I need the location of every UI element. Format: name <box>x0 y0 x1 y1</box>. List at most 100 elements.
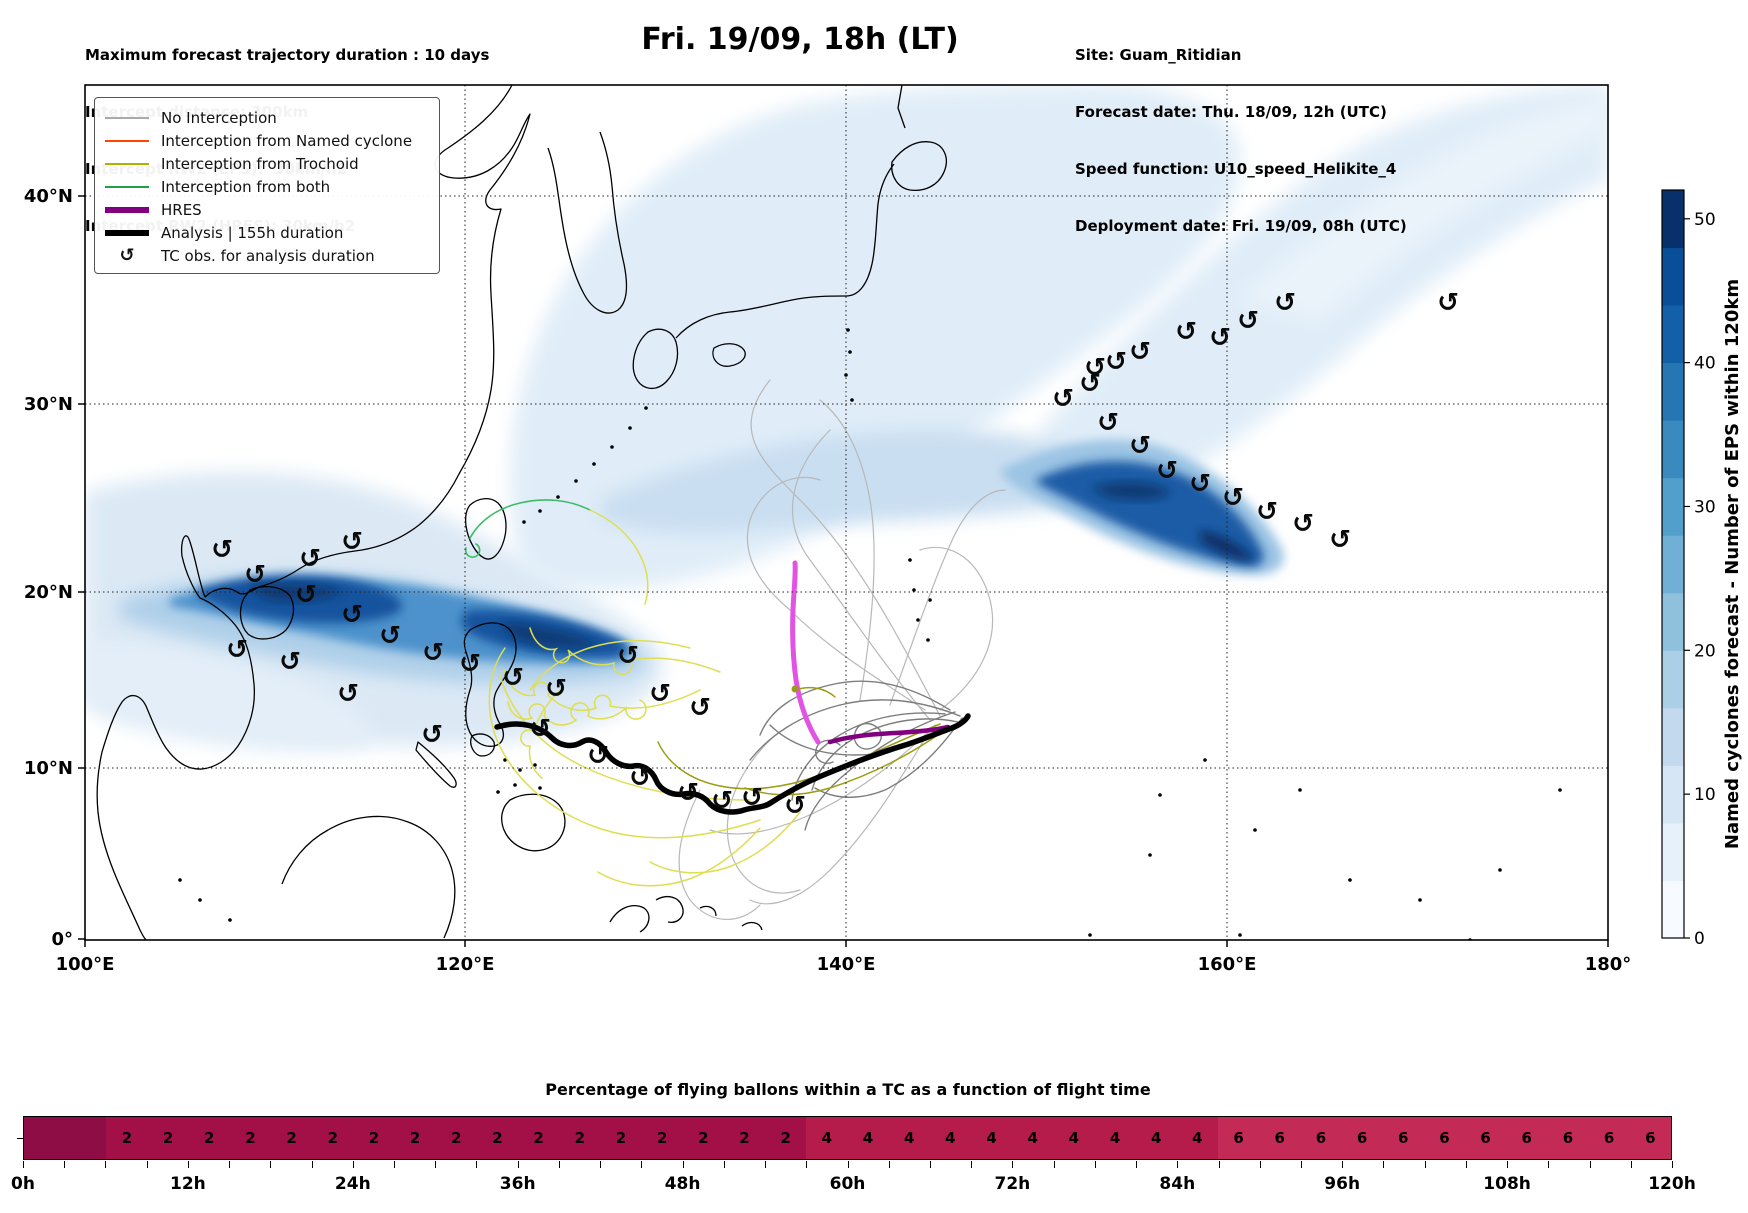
coastline <box>239 585 295 640</box>
islet-dot <box>198 898 202 902</box>
strip-cell: 6 <box>1341 1117 1383 1159</box>
strip-x-tick-label: 36h <box>499 1174 536 1194</box>
strip-chart-title: Percentage of flying ballons within a TC… <box>545 1080 1151 1099</box>
tc-obs-icon: ↺ <box>629 763 651 793</box>
colorbar-swatch <box>1662 247 1684 306</box>
strip-x-tick <box>1383 1161 1385 1168</box>
strip-x-tick <box>352 1161 354 1168</box>
tc-obs-icon: ↺ <box>1292 509 1314 539</box>
colorbar-swatch <box>1662 880 1684 939</box>
trajectory <box>529 639 691 691</box>
tc-obs-icon: ↺ <box>1329 525 1351 555</box>
strip-cell: 2 <box>147 1117 189 1159</box>
coastline <box>501 793 566 852</box>
x-tick-label: 100°E <box>56 954 115 975</box>
colorbar-tick-label: 10 <box>1694 785 1716 805</box>
strip-x-tick-label: 24h <box>334 1174 371 1194</box>
trajectory <box>529 627 721 676</box>
tc-obs-icon: ↺ <box>211 535 233 565</box>
strip-x-tick <box>1465 1161 1467 1168</box>
strip-cell: 2 <box>188 1117 230 1159</box>
strip-cell: 2 <box>723 1117 766 1159</box>
coastline <box>891 141 947 192</box>
islet-dot <box>178 878 182 882</box>
strip-x-tick <box>682 1161 684 1168</box>
colorbar-tick-label: 0 <box>1694 929 1705 949</box>
trajectory <box>597 827 761 887</box>
legend-label: TC obs. for analysis duration <box>161 246 375 265</box>
strip-x-tick <box>1589 1161 1591 1168</box>
legend-line-orange <box>105 139 149 142</box>
colorbar-swatch <box>1662 190 1684 249</box>
map-layers: ↺ ↺↺↺↺↺↺↺ ↺ ↺ ↺↺↺ ↺↺ ↺↺↺ ↺↺↺ ↺ ↺ ↺ ↺↺ ↺↺ ↺ ↺↺ ↺↺↺ ↺↺↺↺ ↺ ↺… <box>85 85 1608 940</box>
strip-x-tick <box>270 1161 272 1168</box>
islet-dot <box>592 462 596 466</box>
islet-dot <box>912 588 916 592</box>
strip-x-tick <box>1012 1161 1014 1168</box>
strip-cell <box>24 1117 66 1159</box>
strip-cell: 4 <box>1135 1117 1177 1159</box>
tc-obs-icon: ↺ <box>1237 306 1259 336</box>
strip-cell: 2 <box>229 1117 272 1159</box>
param-line: Maximum forecast trajectory duration : 1… <box>85 46 490 64</box>
strip-x-tick-label: 120h <box>1648 1174 1696 1194</box>
tc-obs-icon: ↺ <box>617 641 639 671</box>
coastline <box>632 328 679 389</box>
tc-obs-icon: ↺ <box>459 649 481 679</box>
strip-x-tick-label: 60h <box>829 1174 866 1194</box>
colorbar-frame <box>1661 189 1685 939</box>
strip-cell: 2 <box>559 1117 601 1159</box>
strip-cell: 2 <box>682 1117 724 1159</box>
colorbar-swatch <box>1662 650 1684 709</box>
islet-dot <box>846 328 850 332</box>
strip-x-tick-label: 96h <box>1324 1174 1361 1194</box>
strip-x-tick <box>847 1161 849 1168</box>
colorbar-swatch <box>1662 592 1684 651</box>
strip-x-tick <box>1300 1161 1302 1168</box>
strip-cell: 6 <box>1465 1117 1507 1159</box>
trajectory <box>790 560 821 745</box>
islet-dot <box>538 509 542 513</box>
coastline <box>655 895 684 923</box>
eps-density-plume <box>85 640 373 752</box>
islet-dot <box>503 758 507 762</box>
strip-x-tick <box>1424 1161 1426 1168</box>
strip-x-tick <box>1094 1161 1096 1168</box>
legend-label: Analysis | 155h duration <box>161 223 344 242</box>
legend-line-purple <box>105 206 149 213</box>
strip-x-tick <box>23 1161 24 1168</box>
strip-x-tick <box>558 1161 560 1168</box>
strip-x-tick <box>1507 1161 1509 1168</box>
coastline <box>712 343 746 367</box>
strip-cell: 6 <box>1259 1117 1301 1159</box>
colorbar-swatch <box>1662 420 1684 479</box>
eps-density-plume <box>600 430 1104 534</box>
coastline <box>470 733 496 757</box>
site-info-block: Site: Guam_Ritidian Forecast date: Thu. … <box>1075 8 1407 274</box>
legend-label: Interception from both <box>161 177 331 196</box>
strip-cell: 4 <box>929 1117 971 1159</box>
coastline <box>547 131 628 314</box>
strip-cell: 4 <box>1094 1117 1136 1159</box>
trajectory <box>494 713 971 815</box>
strip-cell: 6 <box>1629 1117 1671 1159</box>
strip-x-tick <box>971 1161 973 1168</box>
legend-item-trochoid: Interception from Trochoid <box>105 152 429 175</box>
strip-x-tick <box>517 1161 519 1168</box>
strip-cell: 2 <box>106 1117 148 1159</box>
strip-cell: 4 <box>1012 1117 1054 1159</box>
strip-x-tick <box>1218 1161 1220 1168</box>
site-line: Forecast date: Thu. 18/09, 12h (UTC) <box>1075 103 1387 121</box>
strip-cell: 2 <box>271 1117 313 1159</box>
islet-dot <box>1498 868 1502 872</box>
tc-obs-icon: ↺ <box>1256 497 1278 527</box>
islet-dot <box>533 763 537 767</box>
islet-dot <box>1203 758 1207 762</box>
strip-x-tick <box>146 1161 148 1168</box>
trajectory <box>649 811 801 874</box>
tc-obs-icon: ↺ <box>1105 347 1127 377</box>
legend-line-olive <box>105 162 149 165</box>
eps-density-plume <box>1240 95 1608 320</box>
strip-x-tick <box>1548 1161 1550 1168</box>
tc-obs-icon: ↺ <box>341 527 363 557</box>
